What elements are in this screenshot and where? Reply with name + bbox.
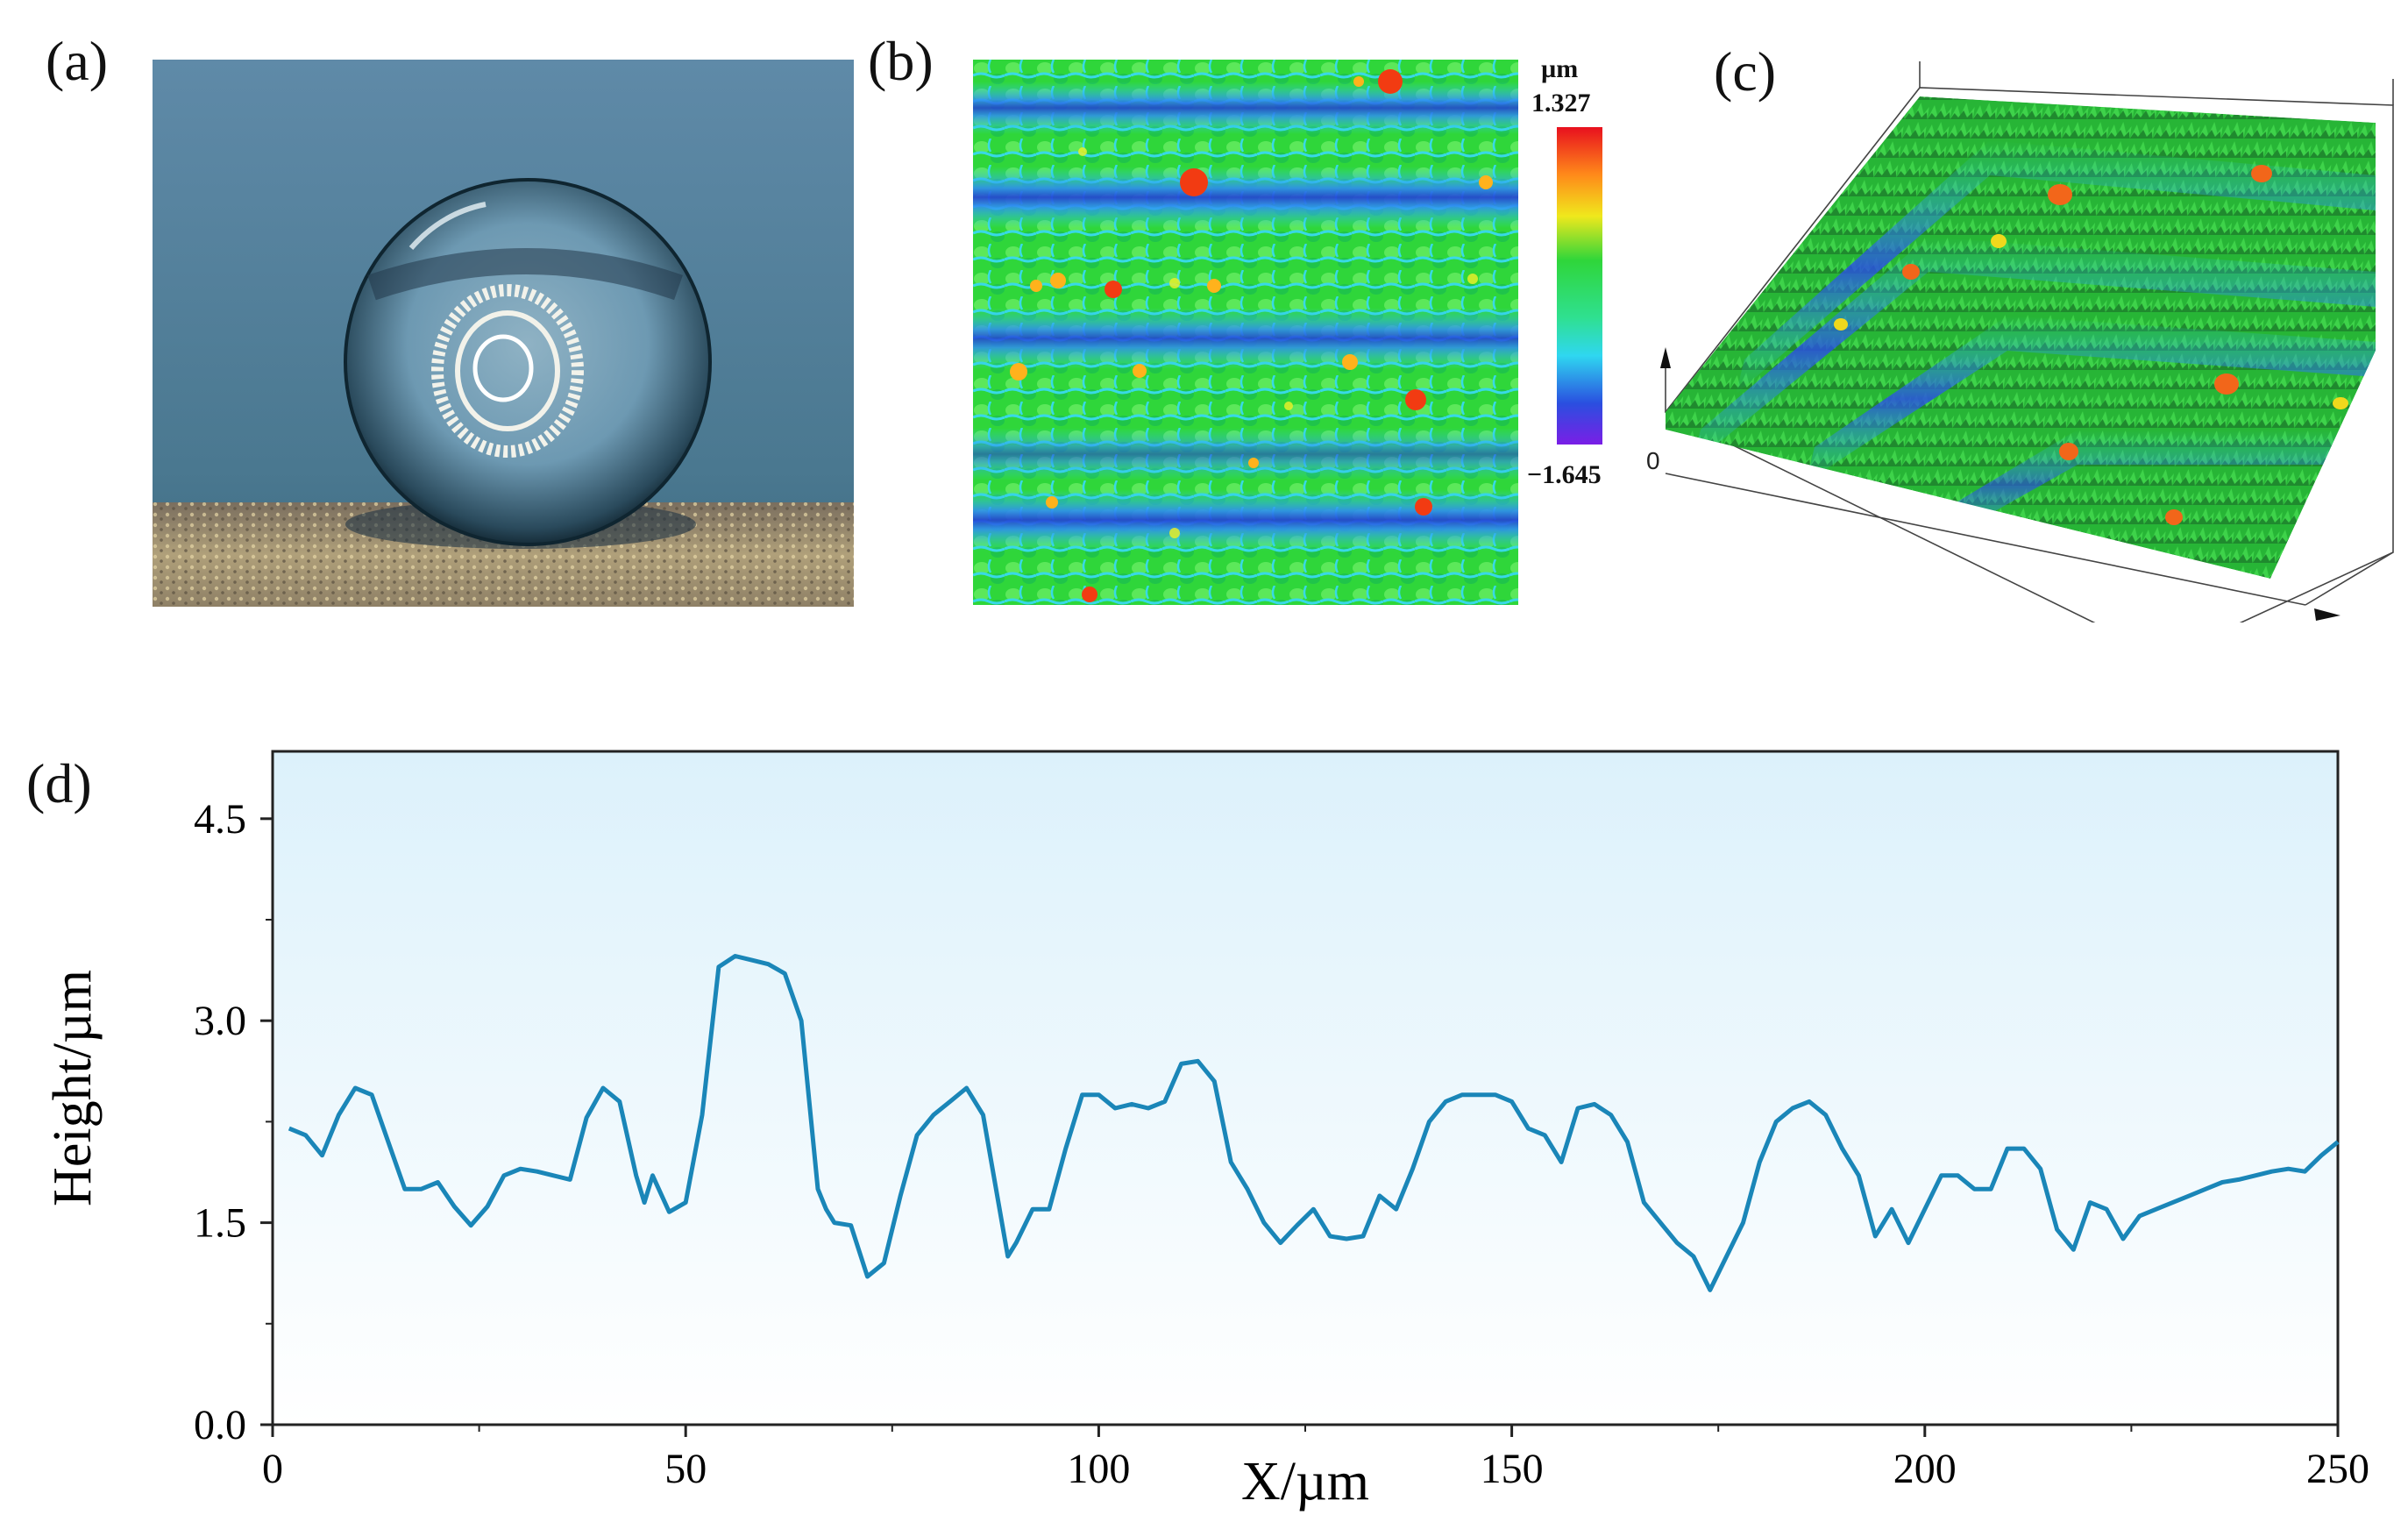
height-profile-chart: 0 50 100 150 200 250 0.0 1.5 3.0 4.5 X/µm Height/… (43, 750, 2369, 1511)
x-tick-label: 100 (1067, 1446, 1130, 1492)
panel-label-a: (a) (46, 30, 109, 92)
height-map-3d: 0 (1639, 61, 2402, 667)
colorbar-max: 1.327 (1531, 89, 1591, 117)
x-tick-label: 200 (1893, 1446, 1957, 1492)
x-axis-label: X/µm (1241, 1452, 1369, 1511)
height-profile-line (288, 954, 2340, 1292)
panel-label-d: (d) (26, 752, 92, 814)
droplet-photo (153, 60, 854, 607)
colorbar-min: −1.645 (1527, 460, 1602, 489)
plot-area (271, 750, 2340, 1426)
height-map-2d (973, 60, 1518, 605)
panel-label-c: (c) (1714, 40, 1777, 103)
axis-origin-label: 0 (1646, 447, 1660, 474)
x-tick-label: 250 (2306, 1446, 2369, 1492)
y-tick-label: 4.5 (194, 796, 246, 843)
panel-label-b: (b) (868, 30, 934, 92)
x-tick-label: 50 (664, 1446, 707, 1492)
y-tick-label: 0.0 (194, 1402, 246, 1448)
x-tick-label: 0 (262, 1446, 283, 1492)
x-tick-label: 150 (1481, 1446, 1544, 1492)
colorbar-unit: µm (1541, 54, 1579, 83)
y-tick-label: 1.5 (194, 1200, 246, 1247)
y-axis-label: Height/µm (43, 970, 103, 1206)
colorbar (1557, 127, 1602, 445)
y-tick-label: 3.0 (194, 998, 246, 1044)
